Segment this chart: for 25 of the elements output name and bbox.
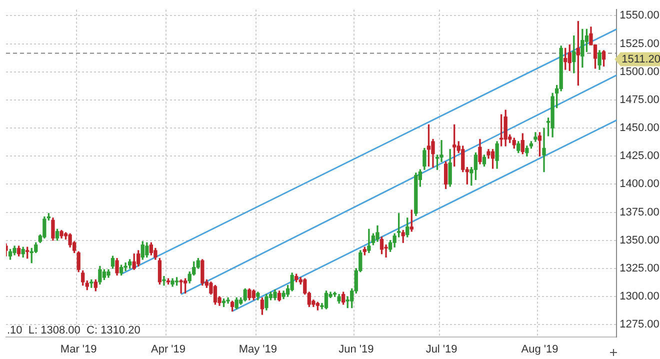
y-tick-label: 1375.00 [620, 206, 660, 218]
y-tick-label: 1450.00 [620, 122, 660, 134]
y-tick-label: 1300.00 [620, 290, 660, 303]
y-tick-label: 1475.00 [620, 94, 660, 106]
y-tick-label: 1500.00 [620, 66, 660, 78]
candlestick [179, 279, 183, 294]
y-tick-label: 1550.00 [620, 10, 660, 22]
candlestick [162, 276, 166, 286]
y-tick-label: 1425.00 [620, 150, 660, 162]
candlestick [542, 128, 546, 172]
x-tick-label: May '19 [238, 344, 278, 356]
candlestick [367, 228, 371, 254]
y-tick-label: 1525.00 [620, 38, 660, 50]
x-tick-label: Mar '19 [60, 344, 97, 356]
x-tick-label: Jun '19 [338, 344, 374, 356]
x-tick-label: Aug '19 [521, 344, 558, 356]
x-tick-label: Jul '19 [426, 344, 458, 356]
y-tick-label: 1400.00 [620, 178, 660, 190]
annotation: .10 L: 1308.00 C: 1310.20 [7, 324, 140, 337]
y-tick-label: 1275.00 [620, 318, 660, 331]
text: 1511.20 [622, 53, 660, 66]
y-tick-label: 1325.00 [620, 262, 660, 274]
y-tick-label: 1350.00 [620, 234, 660, 246]
candlestick [124, 262, 128, 272]
x-tick-label: Apr '19 [151, 344, 186, 356]
